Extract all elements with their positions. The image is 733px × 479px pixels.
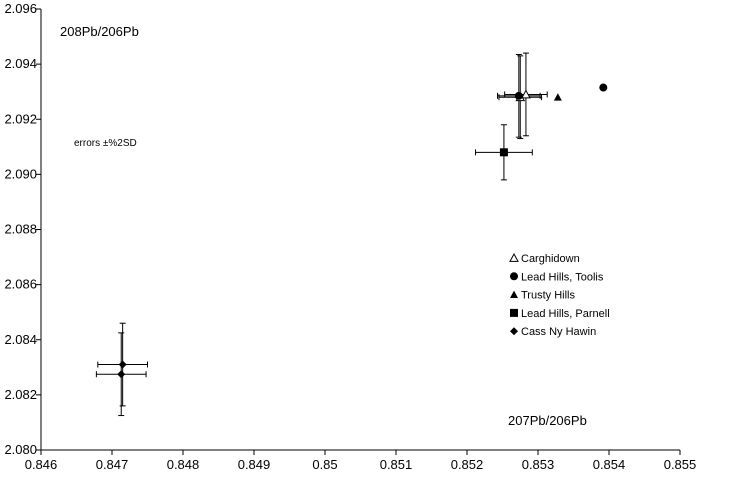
- legend-marker: [510, 290, 518, 298]
- legend-item: Trusty Hills: [510, 290, 575, 302]
- y-ticks: 2.080 2.082 2.084 2.086 2.088 2.090 2.092 2.094…: [4, 1, 41, 457]
- data-point: [521, 89, 531, 99]
- legend-item: Cass Ny Hawin: [510, 326, 596, 338]
- x-axis-label: 207Pb/206Pb: [508, 413, 587, 428]
- legend-marker: [510, 327, 518, 336]
- legend-item: Lead Hills, Parnell: [510, 308, 610, 320]
- legend-marker: [510, 272, 518, 281]
- data-point: [499, 148, 508, 157]
- x-ticks: 0.846 0.847 0.848 0.849 0.85 0.851 0.852 0.853 0…: [25, 450, 697, 472]
- y-tick-label: 2.088: [4, 222, 37, 237]
- y-tick-label: 2.082: [4, 387, 37, 402]
- legend-label: Lead Hills, Parnell: [521, 308, 610, 320]
- y-tick-label: 2.094: [4, 56, 37, 71]
- x-tick-label: 0.849: [238, 457, 271, 472]
- x-tick-label: 0.852: [451, 457, 484, 472]
- y-tick-label: 2.090: [4, 166, 37, 181]
- legend-label: Lead Hills, Toolis: [521, 271, 604, 283]
- x-tick-label: 0.854: [593, 457, 626, 472]
- legend-item: Lead Hills, Toolis: [510, 271, 604, 283]
- y-tick-label: 2.096: [4, 1, 37, 16]
- y-axis-label: 208Pb/206Pb: [60, 24, 139, 39]
- y-tick-label: 2.086: [4, 277, 37, 292]
- legend-label: Carghidown: [521, 253, 580, 265]
- x-tick-label: 0.85: [312, 457, 337, 472]
- legend-marker: [509, 252, 519, 262]
- data-point: [553, 93, 562, 101]
- y-tick-label: 2.092: [4, 111, 37, 126]
- legend: Carghidown Lead Hills, Toolis Trusty Hills…: [509, 252, 610, 338]
- x-tick-label: 0.846: [25, 457, 58, 472]
- y-tick-label: 2.084: [4, 332, 37, 347]
- x-tick-label: 0.851: [380, 457, 413, 472]
- x-tick-label: 0.848: [167, 457, 200, 472]
- data-point: [118, 360, 127, 369]
- errors-note: errors ±%2SD: [74, 138, 137, 149]
- data-markers: [117, 83, 608, 379]
- y-tick-label: 2.080: [4, 442, 37, 457]
- legend-label: Cass Ny Hawin: [521, 326, 596, 338]
- data-point: [117, 370, 126, 379]
- legend-marker: [510, 308, 518, 317]
- data-point: [599, 83, 608, 92]
- x-tick-label: 0.855: [664, 457, 697, 472]
- x-tick-label: 0.847: [96, 457, 129, 472]
- error-bars: [95, 52, 548, 417]
- legend-label: Trusty Hills: [521, 290, 575, 302]
- data-point: [514, 91, 523, 100]
- legend-item: Carghidown: [509, 252, 580, 265]
- axes: [40, 9, 680, 451]
- x-tick-label: 0.853: [522, 457, 555, 472]
